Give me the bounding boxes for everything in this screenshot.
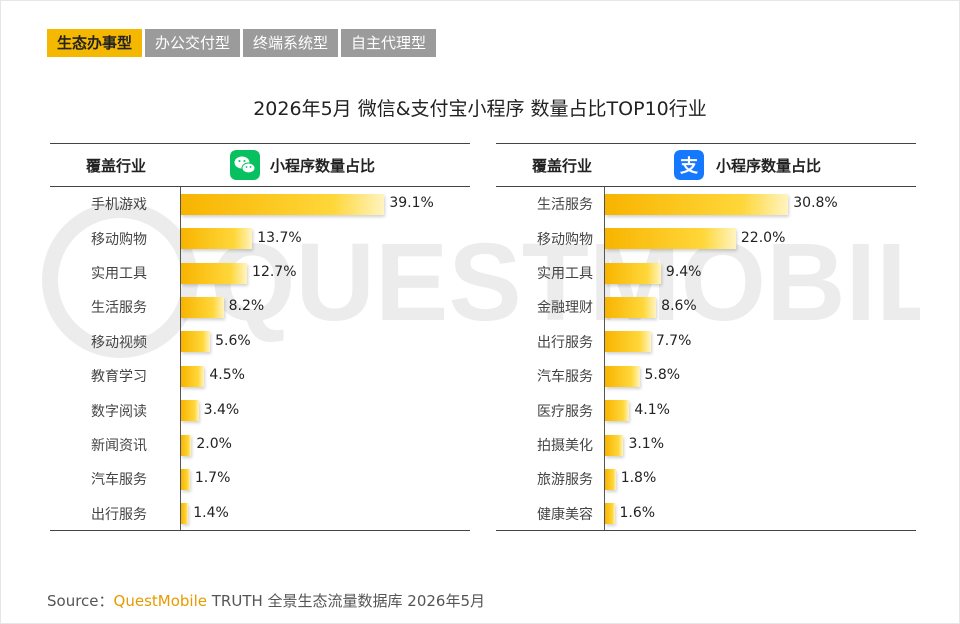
bar — [181, 296, 224, 318]
panel-top-rule — [50, 143, 470, 144]
bar — [605, 262, 661, 284]
alipay-panel: 覆盖行业 支 小程序数量占比 生活服务 30.8% 移动购物 22.0% 实用工具 9.4… — [496, 143, 916, 531]
bar — [181, 365, 205, 387]
category-label: 拍摄美化 — [537, 438, 593, 454]
bar — [605, 503, 615, 525]
wechat-bar-rows: 手机游戏 39.1% 移动购物 13.7% 实用工具 12.7% 生活服务 8.2% 移动视频 5… — [50, 187, 470, 531]
column-header-share: 小程序数量占比 — [716, 157, 822, 175]
column-header-share: 小程序数量占比 — [270, 157, 376, 175]
panel-header-rule — [50, 186, 470, 187]
source-rest: TRUTH 全景生态流量数据库 2026年5月 — [206, 592, 486, 610]
value-label: 5.6% — [215, 332, 251, 349]
category-label: 出行服务 — [537, 334, 593, 351]
source-prefix: Source： — [47, 592, 114, 610]
category-label: 医疗服务 — [537, 403, 593, 420]
category-label: 生活服务 — [537, 197, 593, 214]
bar — [605, 331, 651, 353]
bar — [605, 193, 789, 215]
value-label: 12.7% — [252, 264, 297, 280]
value-label: 30.8% — [793, 195, 838, 212]
tab-ecosystem-service[interactable]: 生态办事型 — [47, 29, 143, 57]
value-label: 13.7% — [257, 229, 302, 246]
category-label: 数字阅读 — [91, 403, 147, 420]
value-label: 4.5% — [209, 367, 245, 384]
value-label: 1.7% — [194, 470, 231, 487]
bar — [605, 365, 640, 387]
category-axis-line — [604, 187, 605, 531]
value-label: 1.6% — [619, 504, 656, 521]
bar — [605, 296, 657, 318]
value-label: 4.1% — [634, 401, 670, 418]
bar — [181, 262, 248, 284]
value-label: 2.0% — [196, 436, 232, 452]
column-header-industry: 覆盖行业 — [532, 157, 593, 175]
tab-terminal-system[interactable]: 终端系统型 — [243, 29, 339, 57]
tab-office-delivery[interactable]: 办公交付型 — [145, 29, 241, 57]
category-label: 教育学习 — [91, 369, 147, 386]
bar — [181, 503, 189, 525]
category-label: 移动购物 — [91, 231, 147, 248]
value-label: 9.4% — [665, 264, 702, 280]
value-label: 3.1% — [628, 436, 665, 452]
chart-title: 2026年5月 微信&支付宝小程序 数量占比TOP10行业 — [253, 98, 707, 120]
source-note: Source：QuestMobile TRUTH 全景生态流量数据库 2026年… — [47, 590, 485, 611]
category-label: 新闻资讯 — [91, 438, 147, 454]
value-label: 3.4% — [203, 401, 240, 418]
bar — [181, 400, 199, 422]
category-label: 健康美容 — [537, 506, 593, 523]
value-label: 1.4% — [193, 504, 229, 521]
panel-top-rule — [496, 143, 916, 144]
value-label: 5.8% — [644, 367, 681, 384]
bar — [605, 434, 624, 456]
value-label: 7.7% — [655, 332, 692, 349]
bar — [605, 468, 616, 490]
bar — [181, 193, 385, 215]
value-label: 8.2% — [228, 298, 265, 315]
wechat-panel: 覆盖行业 小程序数量占比 手机游戏 39.1% 移动购物 13.7% 实用工具 12.7%… — [50, 143, 470, 531]
panel-header-rule — [496, 186, 916, 187]
bar — [181, 228, 253, 250]
svg-text:支: 支 — [679, 155, 699, 177]
column-header-industry: 覆盖行业 — [86, 157, 147, 175]
category-label: 汽车服务 — [91, 472, 147, 489]
category-label: 移动视频 — [91, 334, 147, 351]
category-label: 实用工具 — [537, 266, 593, 282]
value-label: 39.1% — [389, 195, 434, 212]
bar — [605, 400, 630, 422]
category-label: 移动购物 — [537, 231, 593, 248]
category-label: 金融理财 — [537, 300, 593, 317]
bar — [181, 331, 211, 353]
category-label: 实用工具 — [91, 266, 147, 282]
category-label: 汽车服务 — [537, 369, 593, 386]
value-label: 8.6% — [661, 298, 697, 315]
panel-bottom-rule — [50, 530, 470, 531]
category-label: 出行服务 — [91, 506, 147, 523]
tab-autonomous-agent[interactable]: 自主代理型 — [341, 29, 437, 57]
category-label: 生活服务 — [91, 300, 147, 317]
category-tabs: 生态办事型 办公交付型 终端系统型 自主代理型 — [47, 29, 437, 57]
category-label: 旅游服务 — [537, 472, 593, 489]
value-label: 22.0% — [740, 229, 786, 246]
bar — [181, 434, 192, 456]
value-label: 1.8% — [620, 470, 657, 487]
source-brand: QuestMobile — [113, 592, 207, 610]
alipay-icon: 支 — [674, 150, 704, 180]
alipay-bar-rows: 生活服务 30.8% 移动购物 22.0% 实用工具 9.4% 金融理财 8.6% 出行服务 7.… — [496, 187, 916, 531]
wechat-icon — [230, 150, 260, 180]
category-label: 手机游戏 — [91, 197, 147, 214]
category-axis-line — [180, 187, 181, 531]
bar — [181, 468, 190, 490]
panel-bottom-rule — [496, 530, 916, 531]
bar — [605, 228, 736, 250]
